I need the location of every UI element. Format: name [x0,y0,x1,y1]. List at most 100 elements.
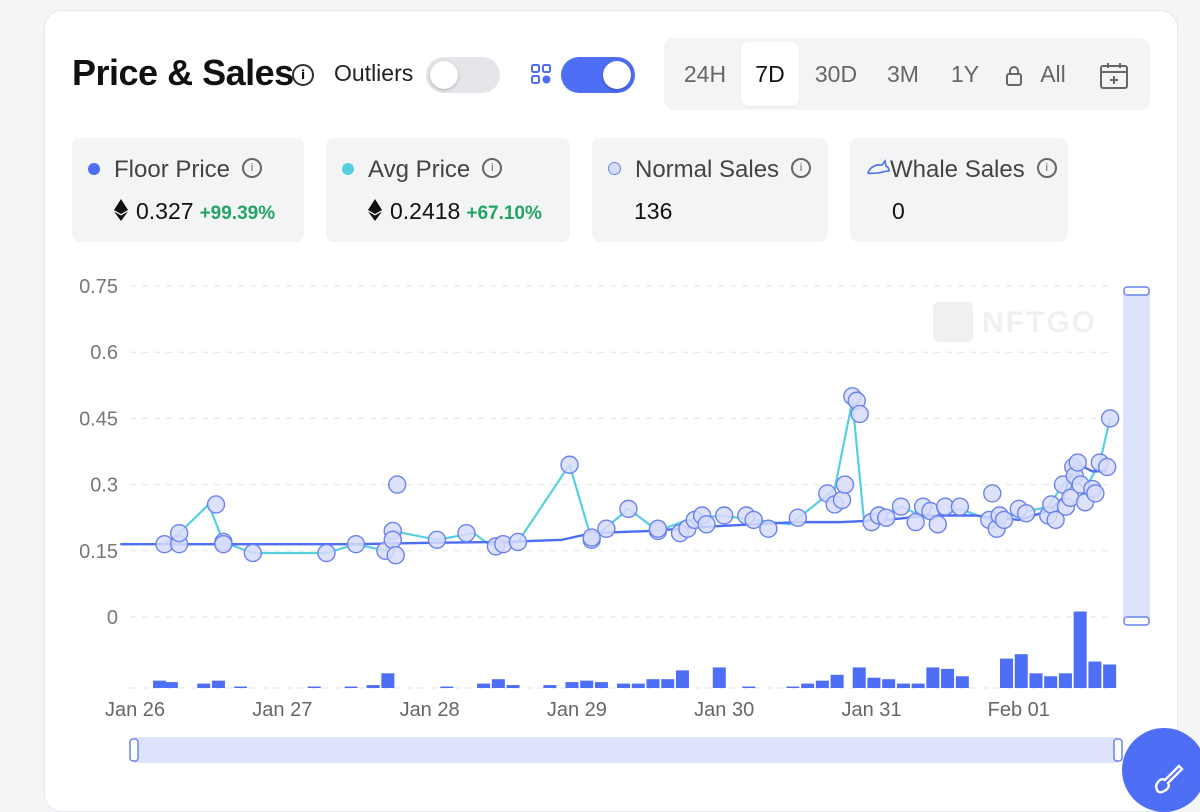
volume-bar [381,673,395,688]
volume-bar [955,676,969,688]
volume-bar [307,686,321,688]
volume-bar [477,683,491,688]
info-icon[interactable]: i [242,157,263,178]
volume-bar [491,679,505,688]
y-tick-label: 0.6 [90,342,118,364]
info-icon[interactable]: i [1036,157,1057,178]
volume-bar [786,686,800,688]
calendar-icon[interactable] [1092,38,1136,110]
toggle-knob [430,61,458,89]
avg-price-change: +67.10% [466,203,542,224]
normal-sales-label: Normal Sales [635,156,780,183]
range-3m[interactable]: 3M [887,61,919,87]
volume-bar [896,683,910,688]
volume-bar [440,686,454,688]
sale-point [1097,457,1117,477]
volume-bar [1044,676,1058,688]
x-tick-label: Jan 30 [694,699,754,721]
watermark: NFTGO [933,302,1095,342]
outliers-toggle[interactable] [426,57,500,93]
volume-bar [153,680,167,688]
sale-point [983,484,1002,503]
volume-bar [852,667,866,688]
floor-price-value: 0.327 [136,198,194,224]
whale-sales-value: 0 [892,198,905,224]
chart-settings-icon [531,64,551,84]
zoom-handle-bottom [1123,616,1150,626]
range-30d[interactable]: 30D [814,61,858,87]
volume-bar [830,674,844,688]
sale-point [427,530,447,549]
time-range-selector: 24H 7D 30D 3M 1Y All [664,38,1150,110]
price-sales-chart: 0.75 0.6 0.45 0.3 0.15 0 NFTGO Jan 26 Jan 27 Jan … [79,276,1150,763]
range-7d[interactable]: 7D [741,42,799,106]
volume-bar [712,667,726,688]
volume-bar [565,682,579,688]
sale-point [597,519,616,538]
x-tick-label: Jan 26 [105,699,165,721]
y-tick-label: 0.75 [79,276,118,298]
zoom-handle-right [1113,738,1123,762]
watermark-logo [933,302,973,342]
range-1y[interactable]: 1Y [950,61,980,87]
info-icon[interactable]: i [292,64,314,86]
chart-settings-toggle[interactable] [561,57,635,93]
avg-price-dot [342,162,354,175]
sale-point [214,534,233,554]
volume-bar [594,682,608,688]
volume-bar [1073,611,1087,688]
volume-bar [911,683,925,688]
range-all[interactable]: All [1040,61,1066,87]
avg-price-value: 0.2418 [390,198,461,224]
sale-point [832,490,852,510]
sale-point [169,523,189,543]
y-tick-label: 0.45 [79,408,118,430]
sale-point [877,508,896,527]
volume-bar [234,686,248,688]
zoom-handle-left [129,738,139,762]
info-icon[interactable]: i [482,157,503,178]
volume-bar [661,679,675,688]
volume-bar [164,682,178,688]
eth-icon [368,198,382,221]
y-tick-label: 0.15 [79,541,118,563]
volume-bar [1014,654,1028,688]
sale-point [928,515,947,534]
sale-point [317,543,336,563]
volume-bar [211,680,225,688]
range-24h[interactable]: 24H [683,61,727,87]
sale-point [206,495,226,514]
brush-button[interactable] [1122,728,1200,812]
sale-point [759,519,778,538]
sale-point [560,455,579,474]
sale-point [457,523,476,543]
volume-bar [344,686,358,688]
x-tick-label: Feb 01 [988,699,1050,721]
x-tick-label: Jan 31 [841,699,901,721]
volume-bar [197,683,211,688]
sale-point [508,532,528,552]
floor-price-card: Floor Price i 0.327 +99.39% [72,138,304,242]
lock-icon [1002,38,1026,110]
sale-point [906,512,925,532]
whale-icon [866,158,890,174]
sale-point [1068,453,1087,472]
sale-point [788,508,808,527]
info-icon[interactable]: i [791,157,812,178]
volume-bar [1088,661,1102,688]
whale-sales-label: Whale Sales [890,156,1025,183]
sale-point [648,519,668,538]
toggle-knob [603,61,631,89]
normal-sales-dot [608,162,621,176]
volume-bar [631,683,645,688]
volume-bar [1058,673,1072,688]
sale-point [582,528,601,547]
y-tick-label: 0.3 [90,475,118,497]
volume-bar [1103,664,1117,688]
avg-price-line [163,399,1112,555]
volume-bar [815,680,829,688]
brush-icon [1154,764,1184,794]
volume-bar [882,679,896,688]
x-tick-label: Jan 28 [400,699,460,721]
whale-sales-card: Whale Sales i 0 [850,138,1068,242]
